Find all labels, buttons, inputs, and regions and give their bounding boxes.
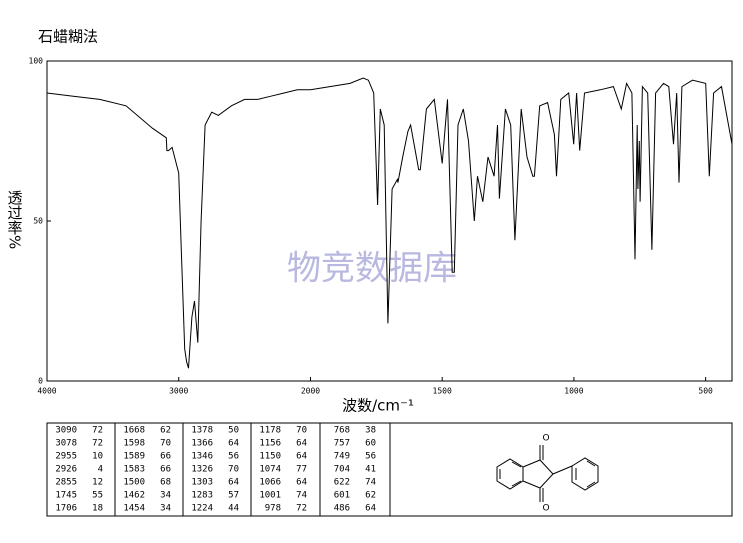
bond bbox=[511, 480, 522, 487]
table-transmittance: 38 bbox=[365, 426, 376, 436]
table-transmittance: 64 bbox=[228, 478, 239, 488]
peak-table: 3090 72 3078 72 2955 10 2926 4 2855 12 1745 55 1706 1… bbox=[46, 422, 733, 517]
five-ring bbox=[522, 459, 554, 489]
table-wavenumber: 486 bbox=[334, 504, 350, 514]
table-wavenumber: 3078 bbox=[55, 439, 77, 449]
table-transmittance: 41 bbox=[365, 465, 376, 475]
y-tick-label: 0 bbox=[38, 377, 43, 386]
watermark: 物竞数据库 bbox=[287, 249, 457, 289]
table-transmittance: 64 bbox=[365, 504, 376, 514]
y-tick-label: 100 bbox=[29, 57, 44, 66]
table-wavenumber: 2955 bbox=[55, 452, 77, 462]
table-transmittance: 64 bbox=[296, 439, 307, 449]
table-transmittance: 72 bbox=[92, 426, 103, 436]
bond bbox=[586, 481, 596, 488]
table-transmittance: 70 bbox=[160, 439, 171, 449]
table-transmittance: 64 bbox=[296, 478, 307, 488]
table-wavenumber: 1706 bbox=[55, 504, 77, 514]
table-wavenumber: 1283 bbox=[191, 491, 213, 501]
table-transmittance: 56 bbox=[228, 452, 239, 462]
table-transmittance: 34 bbox=[160, 504, 171, 514]
table-wavenumber: 1589 bbox=[123, 452, 145, 462]
table-wavenumber: 704 bbox=[334, 465, 350, 475]
table-transmittance: 10 bbox=[92, 452, 103, 462]
x-tick-label: 2000 bbox=[301, 387, 320, 396]
table-wavenumber: 1326 bbox=[191, 465, 213, 475]
table-transmittance: 74 bbox=[365, 478, 376, 488]
table-wavenumber: 1668 bbox=[123, 426, 145, 436]
table-transmittance: 62 bbox=[160, 426, 171, 436]
table-transmittance: 72 bbox=[92, 439, 103, 449]
table-wavenumber: 1224 bbox=[191, 504, 213, 514]
table-transmittance: 34 bbox=[160, 491, 171, 501]
table-transmittance: 62 bbox=[365, 491, 376, 501]
table-transmittance: 18 bbox=[92, 504, 103, 514]
table-transmittance: 74 bbox=[296, 491, 307, 501]
table-transmittance: 60 bbox=[365, 439, 376, 449]
table-transmittance: 4 bbox=[98, 465, 103, 475]
y-tick-label: 50 bbox=[33, 217, 43, 226]
table-wavenumber: 1074 bbox=[259, 465, 281, 475]
table-wavenumber: 1500 bbox=[123, 478, 145, 488]
table-wavenumber: 3090 bbox=[55, 426, 77, 436]
table-transmittance: 66 bbox=[160, 465, 171, 475]
x-tick-label: 1500 bbox=[433, 387, 452, 396]
table-wavenumber: 1001 bbox=[259, 491, 281, 501]
table-transmittance: 70 bbox=[296, 426, 307, 436]
table-transmittance: 77 bbox=[296, 465, 307, 475]
table-wavenumber: 1178 bbox=[259, 426, 281, 436]
table-wavenumber: 1745 bbox=[55, 491, 77, 501]
table-transmittance: 57 bbox=[228, 491, 239, 501]
benzene-ring bbox=[496, 458, 524, 490]
table-wavenumber: 1378 bbox=[191, 426, 213, 436]
table-wavenumber: 978 bbox=[265, 504, 281, 514]
phenyl-ring bbox=[571, 457, 599, 491]
table-transmittance: 44 bbox=[228, 504, 239, 514]
table-transmittance: 55 bbox=[92, 491, 103, 501]
table-transmittance: 66 bbox=[160, 452, 171, 462]
table-wavenumber: 768 bbox=[334, 426, 350, 436]
table-transmittance: 72 bbox=[296, 504, 307, 514]
structure bbox=[496, 445, 599, 502]
table-wavenumber: 1346 bbox=[191, 452, 213, 462]
x-tick-label: 3000 bbox=[169, 387, 188, 396]
table-transmittance: 50 bbox=[228, 426, 239, 436]
x-axis-label: 波数/cm⁻¹ bbox=[342, 397, 414, 415]
table-wavenumber: 1583 bbox=[123, 465, 145, 475]
table-transmittance: 12 bbox=[92, 478, 103, 488]
table-transmittance: 56 bbox=[365, 452, 376, 462]
table-wavenumber: 1454 bbox=[123, 504, 145, 514]
table-transmittance: 64 bbox=[296, 452, 307, 462]
table-wavenumber: 749 bbox=[334, 452, 350, 462]
x-tick-label: 4000 bbox=[37, 387, 56, 396]
table-wavenumber: 1303 bbox=[191, 478, 213, 488]
chart-title: 石蜡糊法 bbox=[38, 28, 98, 46]
table-wavenumber: 2855 bbox=[55, 478, 77, 488]
table-wavenumber: 1598 bbox=[123, 439, 145, 449]
spectrum-line bbox=[46, 77, 733, 369]
table-transmittance: 64 bbox=[228, 439, 239, 449]
bond bbox=[586, 460, 596, 467]
x-tick-label: 1000 bbox=[564, 387, 583, 396]
x-tick-label: 500 bbox=[698, 387, 713, 396]
table-wavenumber: 2926 bbox=[55, 465, 77, 475]
plot-frame bbox=[46, 60, 733, 382]
table-transmittance: 68 bbox=[160, 478, 171, 488]
table-wavenumber: 757 bbox=[334, 439, 350, 449]
bond bbox=[511, 461, 522, 468]
atom-label: O bbox=[542, 504, 549, 514]
table-wavenumber: 1462 bbox=[123, 491, 145, 501]
table-wavenumber: 601 bbox=[334, 491, 350, 501]
table-wavenumber: 1156 bbox=[259, 439, 281, 449]
bond bbox=[552, 465, 573, 475]
table-wavenumber: 1150 bbox=[259, 452, 281, 462]
table-transmittance: 70 bbox=[228, 465, 239, 475]
y-axis-label: 透过率% bbox=[6, 190, 24, 249]
atom-label: O bbox=[542, 434, 549, 444]
table-wavenumber: 1066 bbox=[259, 478, 281, 488]
table-wavenumber: 622 bbox=[334, 478, 350, 488]
table-wavenumber: 1366 bbox=[191, 439, 213, 449]
